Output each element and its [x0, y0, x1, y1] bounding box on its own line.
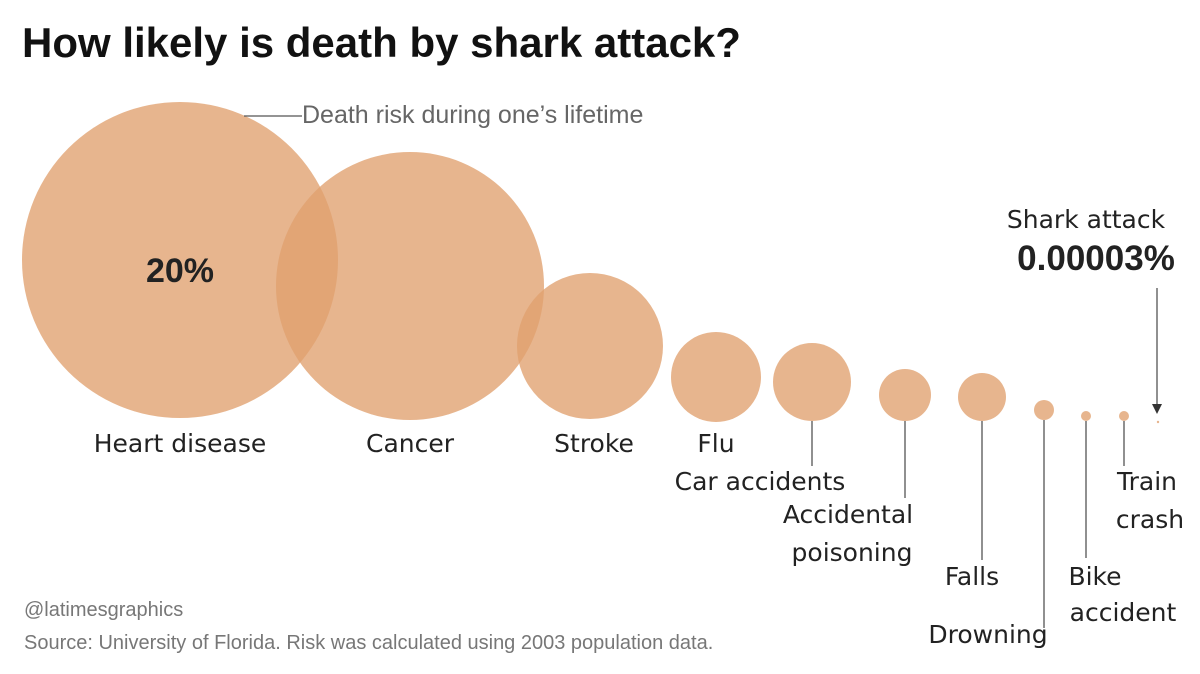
bubble-drowning: [1034, 400, 1054, 420]
heart-disease-value-label: 20%: [146, 252, 214, 290]
bubble-car-accidents: [773, 343, 851, 421]
credit-text: @latimesgraphics: [24, 599, 183, 621]
label-accidental-poisoning-line-2: poisoning: [792, 538, 913, 567]
bubble-flu: [671, 332, 761, 422]
label-accidental-poisoning-line-1: Accidental: [783, 500, 913, 529]
label-stroke: Stroke: [554, 429, 634, 458]
bubble-accidental-poisoning: [879, 369, 931, 421]
label-train-crash-line-2: crash: [1116, 505, 1184, 534]
bubble-falls: [958, 373, 1006, 421]
bubble-train-crash: [1119, 411, 1129, 421]
category-labels: Heart disease Cancer Stroke Flu Car accident…: [94, 205, 1184, 649]
label-heart-disease: Heart disease: [94, 429, 266, 458]
label-flu: Flu: [697, 429, 734, 458]
label-shark-attack: Shark attack: [1007, 205, 1166, 234]
label-car-accidents: Car accidents: [675, 467, 846, 496]
label-cancer: Cancer: [366, 429, 455, 458]
shark-attack-value-label: 0.00003%: [1017, 239, 1175, 278]
bubble-bike-accident: [1081, 411, 1091, 421]
bubble-heart-disease: [22, 102, 338, 418]
bubble-shark-attack: [1156, 420, 1160, 424]
bubble-group: [22, 102, 1160, 424]
label-drowning: Drowning: [928, 620, 1047, 649]
bubble-stroke: [517, 273, 663, 419]
leader-lines: [244, 115, 1162, 628]
label-bike-accident-line-2: accident: [1070, 598, 1177, 627]
bubble-cancer: [276, 152, 544, 420]
label-bike-accident-line-1: Bike: [1068, 562, 1121, 591]
label-train-crash-line-1: Train: [1116, 467, 1177, 496]
chart-title: How likely is death by shark attack?: [22, 19, 741, 66]
size-legend-label: Death risk during one’s lifetime: [302, 101, 643, 129]
label-falls: Falls: [945, 562, 999, 591]
source-note: Source: University of Florida. Risk was …: [24, 632, 713, 654]
shark-attack-arrow-head: [1152, 404, 1162, 414]
